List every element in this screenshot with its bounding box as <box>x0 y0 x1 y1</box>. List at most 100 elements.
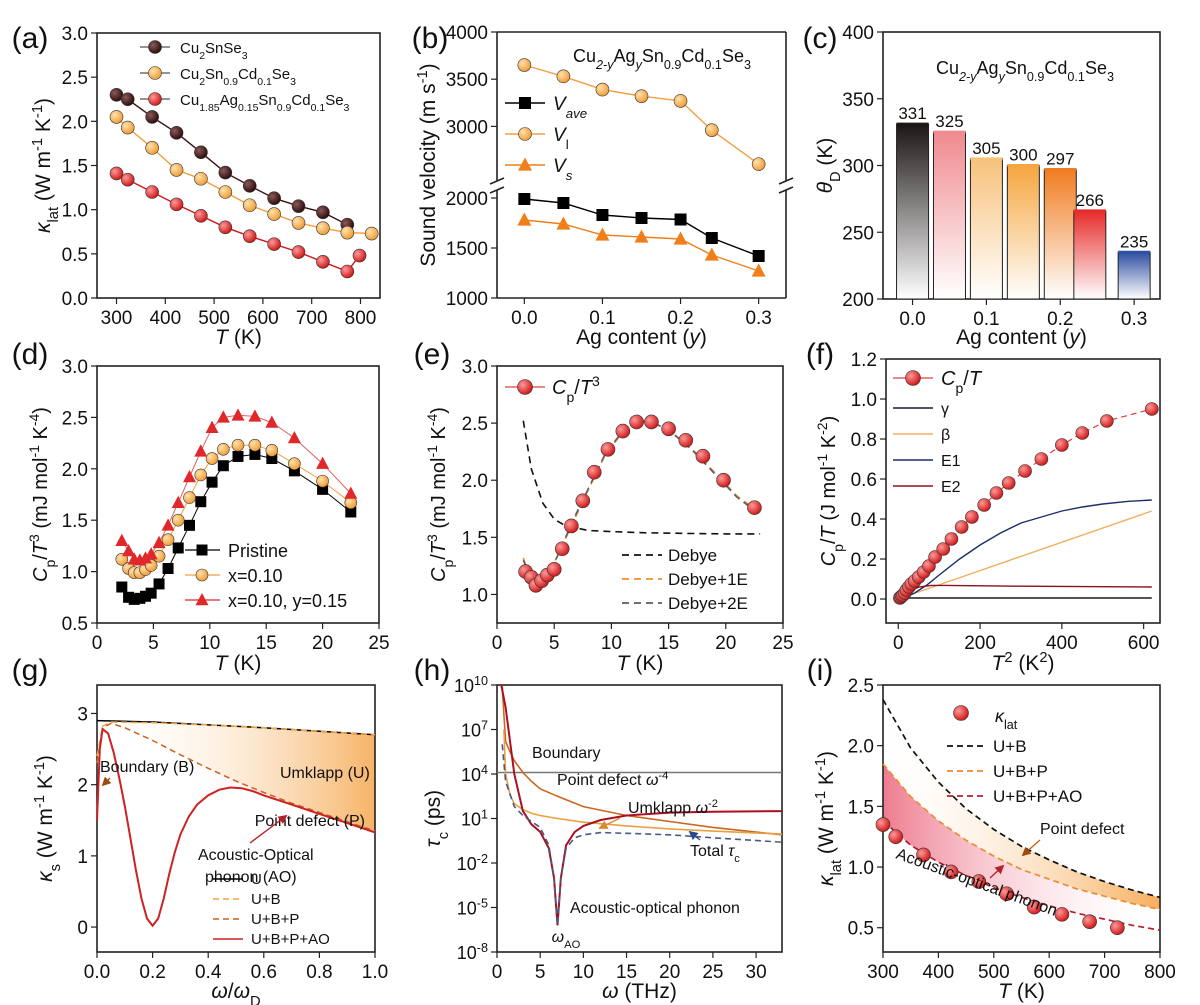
data-point <box>556 69 571 84</box>
legend-marker <box>148 40 162 54</box>
label-part: (K <box>1012 652 1039 675</box>
label-part: τ <box>728 843 735 860</box>
y-axis-label: θD (K) <box>814 138 844 194</box>
data-point <box>267 237 281 251</box>
x-axis-label: ω (THz) <box>602 980 677 1003</box>
data-point <box>242 229 257 243</box>
y-tick-label: 1010 <box>454 674 488 696</box>
label-part: ) <box>34 755 57 762</box>
y-tick-label: 3.0 <box>62 24 88 45</box>
data-point <box>145 110 159 124</box>
label-part: Ag <box>614 46 636 66</box>
label-part: 10 <box>454 676 474 696</box>
y-tick-label: 1.5 <box>462 528 488 549</box>
x-tick-label: 25 <box>772 633 793 654</box>
x-tick-label: 15 <box>256 633 277 654</box>
data-point <box>1001 476 1016 490</box>
data-point <box>265 415 279 428</box>
label-part: Cu <box>180 40 199 57</box>
label-part: Ag content ( <box>576 326 689 349</box>
data-point <box>248 409 262 422</box>
y-tick-label: 1.0 <box>62 201 88 222</box>
legend-marker <box>518 127 532 141</box>
legend-label: γ <box>941 401 949 418</box>
data-point <box>634 229 649 243</box>
label-part: ω <box>234 980 250 1003</box>
label-part: K <box>32 118 55 138</box>
legend-label: Cu2Sn0.9Cd0.1Se3 <box>180 66 296 88</box>
data-point <box>287 430 301 444</box>
data-point <box>265 443 279 457</box>
y-tick-label: 0.6 <box>851 470 877 491</box>
data-point <box>661 421 676 437</box>
y-tick-label: 0.5 <box>62 245 88 266</box>
label-part: Cd <box>291 92 310 109</box>
data-point <box>291 245 306 259</box>
x-tick-label: 0.1 <box>973 309 999 330</box>
fit-curve <box>522 421 761 584</box>
x-tick-label: 5 <box>549 633 560 654</box>
data-point <box>217 460 229 472</box>
label-part: AO <box>564 939 580 951</box>
series-line <box>96 727 376 928</box>
annotation-arrow <box>1021 839 1041 857</box>
data-point <box>674 213 687 226</box>
label-part: ) <box>1080 326 1087 349</box>
data-point <box>288 465 300 477</box>
data-point <box>644 414 659 430</box>
fit-curve <box>897 584 1152 600</box>
x-tick-label: 0.4 <box>195 962 222 983</box>
label-part: D <box>250 994 261 1005</box>
label-part: / <box>30 554 52 560</box>
panel-h-relaxation-time: 0 5 10 15 20 25 3010-810-510-21011041071010(h)… <box>414 654 783 1003</box>
data-point <box>944 532 959 546</box>
label-part: -2 <box>708 798 718 810</box>
data-point <box>364 226 379 241</box>
bar <box>896 123 930 300</box>
label-part: 3 <box>592 373 600 389</box>
label-part: Se <box>272 66 290 83</box>
label-part: K <box>30 425 52 445</box>
data-point <box>747 500 762 515</box>
y-tick-label: 3.0 <box>462 357 488 378</box>
chart-title: Cu2-yAgySn0.9Cd0.1Se3 <box>936 58 1114 84</box>
label-part: 0.9 <box>277 102 292 114</box>
x-tick-label: 1.0 <box>362 962 388 983</box>
label-part: Cd <box>1044 58 1067 78</box>
data-point <box>267 207 281 221</box>
data-point <box>152 535 166 549</box>
data-point <box>144 547 158 560</box>
label-part: l <box>566 137 569 152</box>
legend-label: Vave <box>553 94 587 121</box>
data-point <box>120 120 135 135</box>
data-point <box>145 185 159 199</box>
data-point <box>266 453 278 465</box>
annotation-arrow <box>249 814 288 844</box>
bar <box>932 131 966 300</box>
x-tick-label: 400 <box>923 962 955 983</box>
label-part: -1 <box>813 791 829 804</box>
data-point <box>716 472 731 488</box>
x-tick-label: 800 <box>345 308 377 329</box>
data-point <box>267 191 281 205</box>
annotation: Point defect ω-4 <box>557 770 668 789</box>
series-line <box>121 414 352 561</box>
label-part: (W m <box>32 151 55 207</box>
label-part: θ <box>814 181 837 193</box>
x-axis-label: Ag content (y) <box>956 326 1087 349</box>
bar <box>969 158 1003 300</box>
label-part: ω <box>646 772 658 789</box>
x-tick-label: 25 <box>702 962 723 983</box>
label-part: κ <box>34 870 57 882</box>
x-tick-label: 0 <box>492 962 503 983</box>
label-part: Sound velocity (m s <box>417 83 440 266</box>
x-tick-label: 30 <box>746 962 767 983</box>
series-line <box>882 699 1161 899</box>
label-part: -1 <box>415 70 431 83</box>
data-point <box>600 442 616 457</box>
x-tick-label: 0.3 <box>1121 309 1147 330</box>
label-part: Total <box>690 843 728 860</box>
bar-value-label: 300 <box>1009 146 1037 165</box>
data-point <box>596 209 609 221</box>
